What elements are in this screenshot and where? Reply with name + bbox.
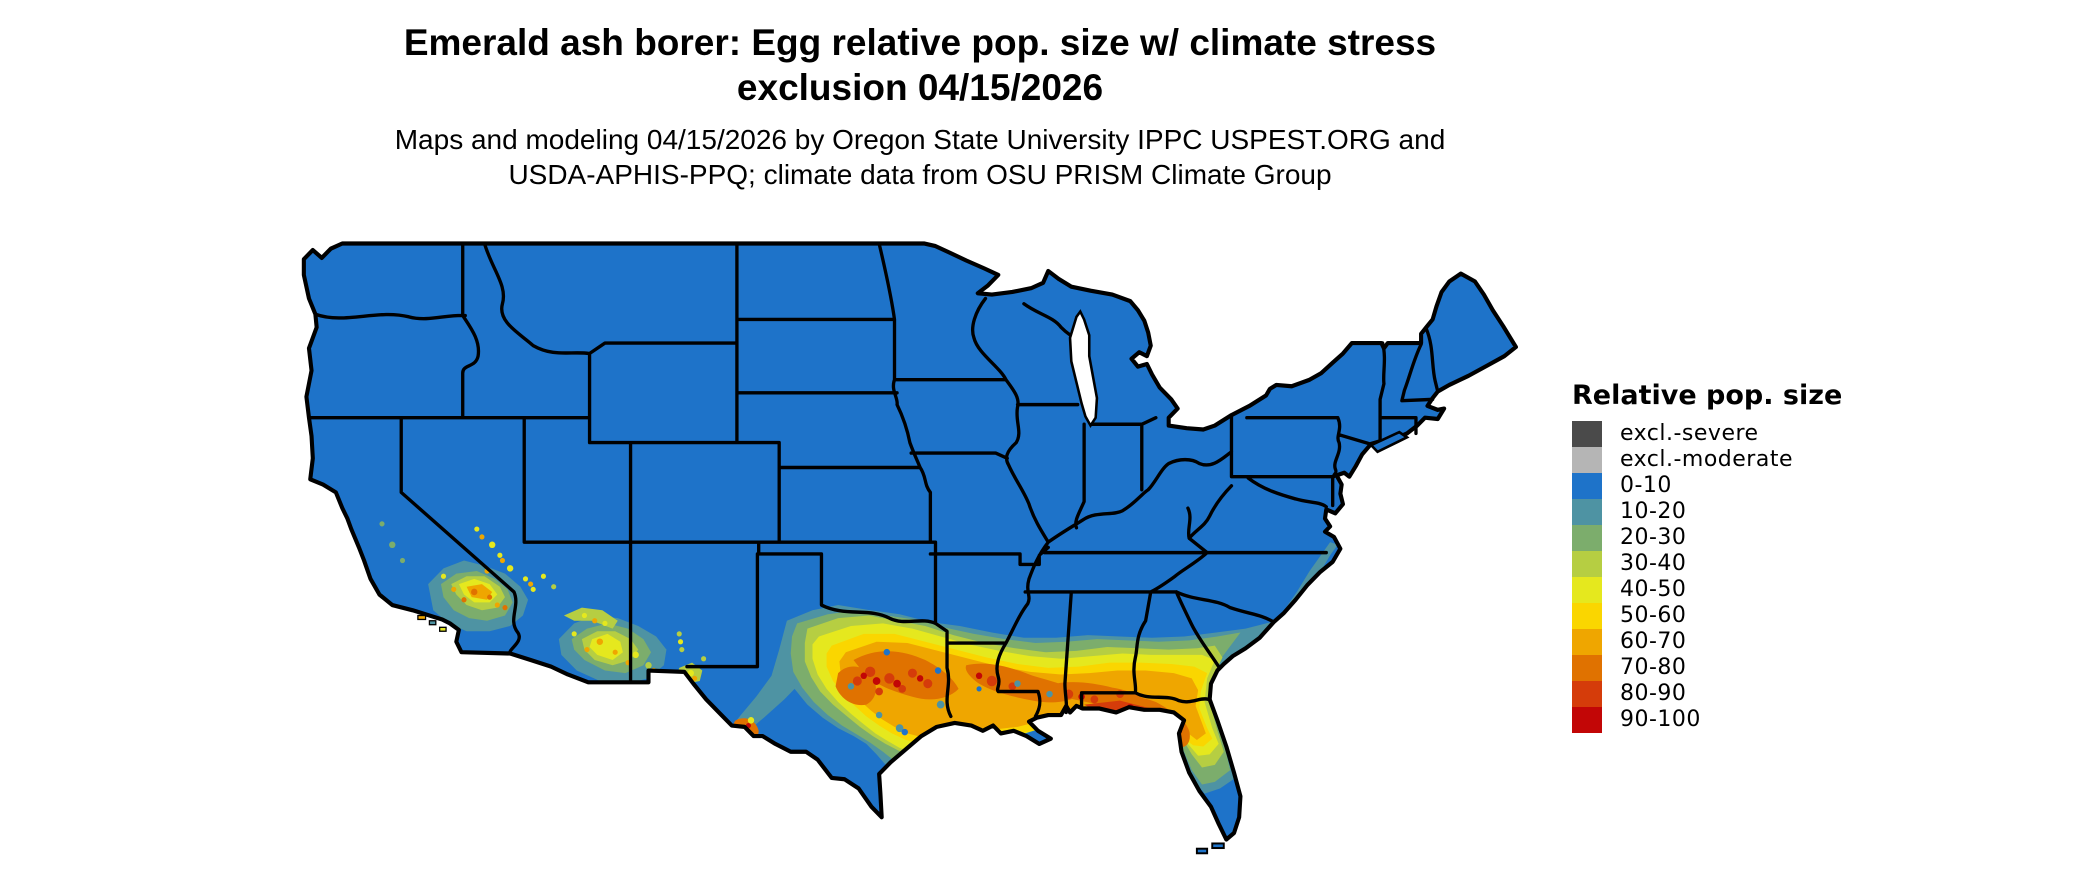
arizona-cluster [522,573,667,684]
legend-item-50-60: 50-60 [1572,603,1892,629]
legend-swatch-10-20 [1572,499,1602,525]
state-borders [307,241,1440,719]
lake-michigan [1068,309,1099,429]
florida-keys [1195,842,1225,855]
legend-label-excl-moderate: excl.-moderate [1620,447,1793,472]
map-subtitle-line1: Maps and modeling 04/15/2026 by Oregon S… [394,124,1446,155]
us-map-svg [300,233,1530,855]
legend-label-50-60: 50-60 [1620,603,1687,628]
band-70-80-cores [618,645,1190,748]
legend-item-0-10: 0-10 [1572,473,1892,499]
legend-swatch-0-10 [1572,473,1602,499]
legend-item-60-70: 60-70 [1572,629,1892,655]
legend-label-0-10: 0-10 [1620,473,1672,498]
legend-title: Relative pop. size [1572,380,1843,411]
channel-islands [417,614,447,632]
legend-swatch-70-80 [1572,655,1602,681]
map-title-line1: Emerald ash borer: Egg relative pop. siz… [403,22,1437,63]
legend-item-80-90: 80-90 [1572,681,1892,707]
long-island [1368,430,1410,454]
legend-item-10-20: 10-20 [1572,499,1892,525]
legend-swatch-60-70 [1572,629,1602,655]
map-subtitle: Maps and modeling 04/15/2026 by Oregon S… [270,122,1570,192]
legend-item-excl-severe: excl.-severe [1572,421,1892,447]
legend-swatch-excl-severe [1572,421,1602,447]
legend-label-90-100: 90-100 [1620,707,1701,732]
legend-label-excl-severe: excl.-severe [1620,421,1759,446]
socal-cluster [428,526,529,632]
legend-item-20-30: 20-30 [1572,525,1892,551]
legend-label-30-40: 30-40 [1620,551,1687,576]
legend-label-60-70: 60-70 [1620,629,1687,654]
legend-label-70-80: 70-80 [1620,655,1687,680]
map-container [300,233,1530,888]
legend-swatch-90-100 [1572,707,1602,733]
legend-swatch-20-30 [1572,525,1602,551]
legend-label-80-90: 80-90 [1620,681,1687,706]
legend-item-excl-moderate: excl.-moderate [1572,447,1892,473]
legend-item-70-80: 70-80 [1572,655,1892,681]
legend-label-20-30: 20-30 [1620,525,1687,550]
legend-swatch-80-90 [1572,681,1602,707]
specks-cool-blue [883,648,982,736]
legend-label-40-50: 40-50 [1620,577,1687,602]
specks-cool-teal [847,680,1053,733]
map-title-line2: exclusion 04/15/2026 [736,67,1104,108]
legend-label-10-20: 10-20 [1620,499,1687,524]
legend: Relative pop. size excl.-severe excl.-mo… [1572,380,1892,733]
map-subtitle-line2: USDA-APHIS-PPQ; climate data from OSU PR… [508,159,1332,190]
page-title: Emerald ash borer: Egg relative pop. siz… [270,20,1570,110]
legend-swatch-40-50 [1572,577,1602,603]
legend-swatch-30-40 [1572,551,1602,577]
legend-item-90-100: 90-100 [1572,707,1892,733]
legend-item-40-50: 40-50 [1572,577,1892,603]
legend-swatch-50-60 [1572,603,1602,629]
legend-swatch-excl-moderate [1572,447,1602,473]
legend-item-30-40: 30-40 [1572,551,1892,577]
